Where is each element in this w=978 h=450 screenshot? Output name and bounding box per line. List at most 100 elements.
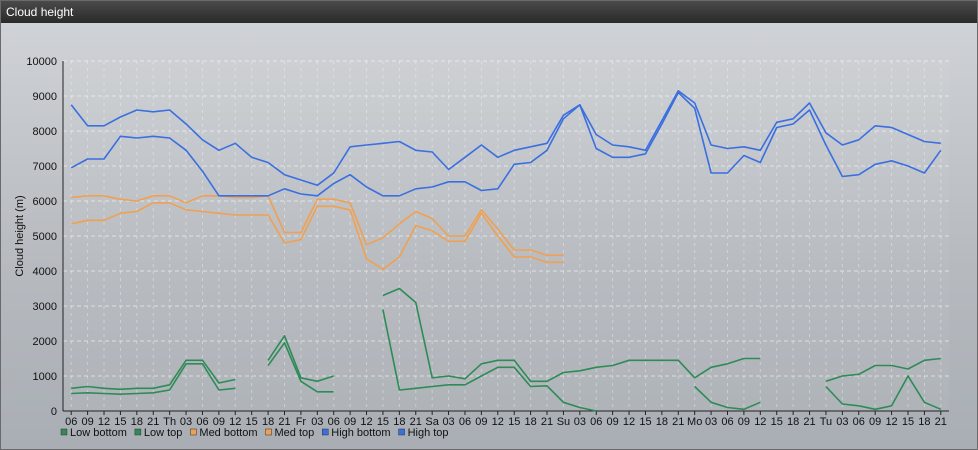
- y-axis-label: Cloud height (m): [14, 195, 26, 276]
- series-line-segment: [825, 375, 942, 411]
- x-tick-label: Th: [163, 416, 176, 428]
- x-tick-label: 15: [771, 416, 783, 428]
- x-tick-label: 09: [475, 416, 487, 428]
- series-line-segment: [382, 287, 761, 383]
- series-line-segment: [267, 334, 334, 383]
- x-tick-label: 15: [114, 416, 126, 428]
- x-tick-label: 18: [393, 416, 405, 428]
- x-tick-label: Mo: [687, 416, 702, 428]
- series-low-bottom: [71, 309, 942, 412]
- legend-item: Med bottom: [190, 427, 258, 439]
- x-tick-label: 06: [590, 416, 602, 428]
- series-line-segment: [694, 385, 761, 411]
- x-tick-label: 15: [902, 416, 914, 428]
- x-tick-label: 15: [639, 416, 651, 428]
- window-title: Cloud height: [1, 1, 977, 23]
- x-tick-label: 21: [935, 416, 947, 428]
- legend-swatch: [134, 428, 142, 436]
- legend-item: Med top: [265, 427, 314, 439]
- chart-area: 0 1000 2000 3000 4000 5000 6000 7000 8000 9000 100…: [1, 23, 977, 449]
- x-tick-label: 03: [311, 416, 323, 428]
- legend-swatch: [60, 428, 68, 436]
- y-tick-label: 10000: [26, 56, 57, 68]
- x-tick-label: 21: [541, 416, 553, 428]
- legend-label: Low top: [144, 427, 183, 439]
- x-tick-label: 18: [656, 416, 668, 428]
- series-med-bottom: [71, 202, 564, 271]
- legend-item: High bottom: [322, 427, 391, 439]
- x-tick-label: 21: [278, 416, 290, 428]
- series-low-top: [71, 287, 941, 391]
- x-tick-label: 15: [508, 416, 520, 428]
- cloud-height-chart: 0 1000 2000 3000 4000 5000 6000 7000 8000 9000 100…: [14, 56, 949, 439]
- x-tick-label: 18: [524, 416, 536, 428]
- legend-label: High top: [408, 427, 449, 439]
- legend-swatch: [190, 428, 197, 436]
- series-high-top: [70, 90, 941, 187]
- x-tick-label: 18: [262, 416, 274, 428]
- series-group: [70, 90, 942, 412]
- series-line-segment: [70, 91, 942, 197]
- series-line-segment: [71, 359, 236, 391]
- x-tick-label: 03: [836, 416, 848, 428]
- x-tick-label: 06: [853, 416, 865, 428]
- y-tick-label: 1000: [33, 371, 57, 383]
- grid: [63, 60, 949, 412]
- x-tick-label: 21: [410, 416, 422, 428]
- x-tick-label: Sa: [425, 416, 439, 428]
- x-tick-label: 06: [196, 416, 208, 428]
- series-line-segment: [71, 202, 564, 271]
- x-tick-label: 09: [81, 416, 93, 428]
- series-med-top: [71, 195, 564, 257]
- x-tick-label: 03: [442, 416, 454, 428]
- x-tick-label: 21: [803, 416, 815, 428]
- x-tick-label: 09: [344, 416, 356, 428]
- x-tick-label: 21: [672, 416, 684, 428]
- legend-swatch: [398, 428, 405, 436]
- x-tick-label: 03: [705, 416, 717, 428]
- x-tick-label: 21: [147, 416, 159, 428]
- series-line-segment: [70, 90, 941, 187]
- y-tick-label: 0: [51, 406, 57, 418]
- y-tick-label: 3000: [33, 301, 57, 313]
- x-tick-label: 03: [574, 416, 586, 428]
- legend-label: High bottom: [331, 427, 390, 439]
- series-high-bottom: [70, 91, 942, 197]
- series-line-segment: [267, 341, 334, 393]
- y-tick-label: 8000: [33, 126, 57, 138]
- x-tick-label: 12: [360, 416, 372, 428]
- y-tick-label: 7000: [33, 161, 57, 173]
- legend-item: High top: [398, 427, 449, 439]
- legend-item: Low top: [134, 427, 183, 439]
- x-tick-label: 06: [65, 416, 77, 428]
- x-tick-label: 12: [492, 416, 504, 428]
- x-tick-label: 15: [377, 416, 389, 428]
- x-tick-label: 12: [98, 416, 110, 428]
- x-tick-label: 18: [787, 416, 799, 428]
- series-line-segment: [71, 362, 236, 396]
- y-tick-label: 6000: [33, 196, 57, 208]
- x-tick-label: 12: [229, 416, 241, 428]
- x-tick-label: 09: [738, 416, 750, 428]
- x-tick-label: 18: [131, 416, 143, 428]
- legend-item: Low bottom: [60, 427, 127, 439]
- x-tick-label: 12: [623, 416, 635, 428]
- series-line-segment: [71, 195, 564, 257]
- x-tick-label: 18: [918, 416, 930, 428]
- x-tick-label: Fr: [296, 416, 307, 428]
- x-tick-label: 06: [721, 416, 733, 428]
- y-tick-label: 5000: [33, 231, 57, 243]
- x-tick-label: Tu: [820, 416, 832, 428]
- x-tick-label: 06: [459, 416, 471, 428]
- legend-swatch: [322, 428, 329, 436]
- y-tick-label: 4000: [33, 266, 57, 278]
- axes: 0 1000 2000 3000 4000 5000 6000 7000 8000 9000 100…: [26, 56, 949, 428]
- series-line-segment: [825, 357, 941, 383]
- y-tick-label: 2000: [33, 336, 57, 348]
- x-tick-label: 09: [213, 416, 225, 428]
- series-line-segment: [382, 309, 597, 412]
- legend-label: Low bottom: [70, 427, 127, 439]
- x-tick-label: 09: [869, 416, 881, 428]
- x-tick-label: 03: [180, 416, 192, 428]
